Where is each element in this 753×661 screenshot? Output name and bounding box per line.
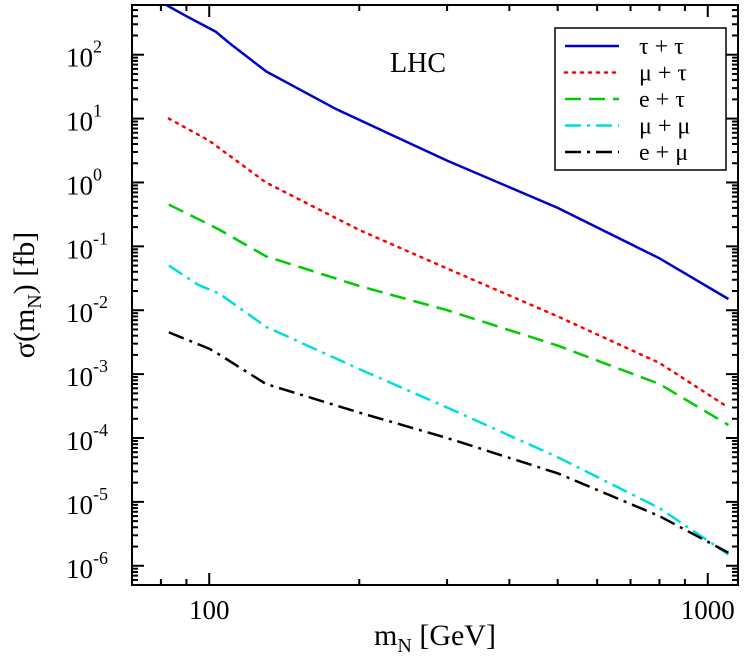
- legend-label: τ + τ: [639, 34, 684, 60]
- y-tick-exponent: 0: [93, 164, 102, 184]
- y-tick-base: 10: [66, 490, 93, 520]
- legend-item-5: e + μ: [565, 140, 688, 166]
- x-tick-label: 1000: [681, 595, 735, 625]
- y-tick-exponent: -1: [93, 228, 108, 248]
- legend-label: μ + μ: [639, 114, 690, 140]
- y-tick-base: 10: [66, 43, 93, 73]
- y-tick-base: 10: [66, 298, 93, 328]
- y-tick-exponent: 1: [93, 101, 102, 121]
- x-axis-title: mN [GeV]: [374, 619, 496, 657]
- legend-box: [554, 27, 727, 171]
- series-line-4: [168, 264, 730, 556]
- y-tick-exponent: -4: [93, 420, 108, 440]
- legend-label: μ + τ: [639, 61, 687, 87]
- legend-item-1: τ + τ: [565, 34, 684, 60]
- y-tick-label: 10 2: [66, 37, 102, 73]
- y-tick-exponent: 2: [93, 37, 102, 57]
- y-tick-exponent: -6: [93, 548, 108, 568]
- y-tick-label: 10 0: [66, 164, 102, 200]
- annotation-lhc: LHC: [390, 48, 446, 79]
- y-tick-label: 10 -5: [66, 484, 108, 520]
- y-tick-base: 10: [66, 107, 93, 137]
- legend-item-4: μ + μ: [565, 114, 690, 140]
- annotations: LHC: [390, 48, 446, 79]
- y-tick-exponent: -2: [93, 292, 108, 312]
- x-tick-label: 100: [189, 595, 230, 625]
- y-tick-label: 10 -1: [66, 228, 108, 264]
- y-tick-base: 10: [66, 170, 93, 200]
- legend-label: e + μ: [639, 140, 688, 166]
- series-line-2: [167, 117, 730, 409]
- series-line-3: [168, 203, 730, 427]
- y-tick-base: 10: [66, 234, 93, 264]
- plot-frame: [131, 4, 739, 586]
- y-tick-exponent: -3: [93, 356, 108, 376]
- y-tick-exponent: -5: [93, 484, 108, 504]
- y-tick-base: 10: [66, 362, 93, 392]
- legend: τ + τμ + τe + τμ + μe + μ: [554, 27, 727, 171]
- y-tick-label: 10 -4: [66, 420, 108, 456]
- y-tick-label: 10 -6: [66, 548, 108, 584]
- y-tick-label: 10 -2: [66, 292, 108, 328]
- y-tick-base: 10: [66, 554, 93, 584]
- legend-label: e + τ: [639, 87, 685, 113]
- legend-item-3: e + τ: [565, 87, 685, 113]
- y-tick-label: 10 1: [66, 101, 102, 137]
- y-axis-title: σ(mN) [fb]: [8, 232, 46, 358]
- series-line-5: [168, 331, 729, 554]
- y-tick-label: 10 -3: [66, 356, 108, 392]
- legend-item-2: μ + τ: [563, 61, 687, 87]
- series-line-1: [165, 5, 730, 301]
- series-lines: [165, 5, 730, 556]
- y-tick-base: 10: [66, 426, 93, 456]
